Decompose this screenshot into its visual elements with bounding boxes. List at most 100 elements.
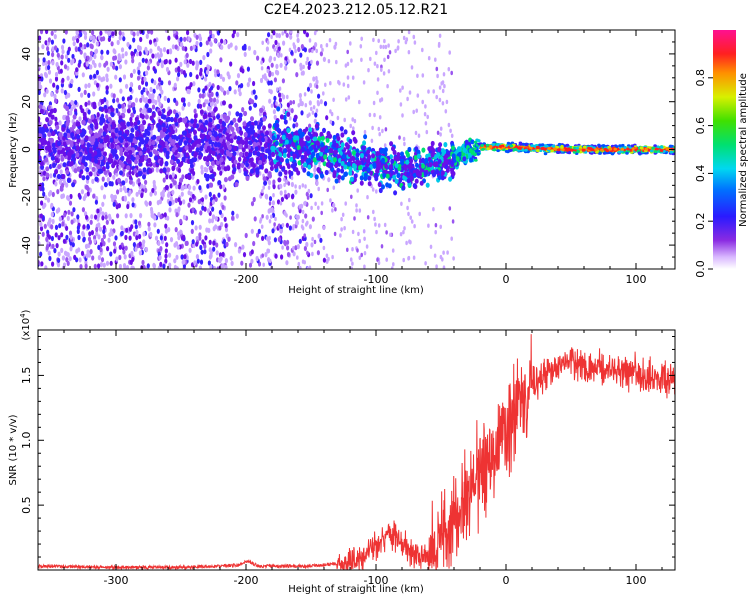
heatmap-cell [283,119,288,125]
heatmap-cell [105,60,109,66]
heatmap-cell [299,98,302,103]
heatmap-cell [85,166,90,173]
heatmap-cell [189,168,194,174]
heatmap-cell [311,251,314,257]
heatmap-cell [52,82,56,88]
heatmap-cell [98,226,103,232]
heatmap-cell [97,255,101,261]
heatmap-cell [95,69,99,76]
heatmap-cell [272,193,275,198]
heatmap-cell [669,144,673,148]
heatmap-cell [159,235,163,241]
heatmap-cell [163,235,167,241]
heatmap-cell [58,179,63,185]
heatmap-cell [239,151,243,157]
heatmap-cell [653,144,657,148]
heatmap-cell [582,148,586,152]
heatmap-cell [100,161,105,167]
heatmap-cell [154,53,158,59]
heatmap-cell [260,146,265,152]
heatmap-cell [227,74,231,80]
heatmap-cell [93,238,97,244]
heatmap-cell [297,261,301,267]
heatmap-cell [325,253,329,258]
heatmap-cell [226,140,230,146]
heatmap-cell [178,147,182,153]
heatmap-cell [70,99,74,106]
heatmap-cell [407,50,411,55]
heatmap-cell [183,36,187,42]
heatmap-cell [307,188,311,194]
heatmap-cell [259,107,264,113]
heatmap-cell [313,167,317,173]
heatmap-cell [243,110,248,117]
heatmap-cell [209,182,213,188]
heatmap-cell [84,83,88,89]
heatmap-cell [60,44,65,51]
heatmap-cell [260,66,264,71]
heatmap-cell [310,89,313,94]
heatmap-cell [198,232,202,238]
heatmap-cell [332,202,336,208]
heatmap-cell [378,132,382,137]
heatmap-cell [167,227,171,233]
heatmap-cell [204,194,208,200]
heatmap-cell [205,69,210,75]
heatmap-cell [375,229,378,235]
heatmap-cell [286,111,291,117]
heatmap-cell [656,145,660,149]
heatmap-cell [137,178,141,184]
heatmap-cell [216,114,220,120]
heatmap-cell [129,72,134,78]
heatmap-cell [118,30,122,36]
heatmap-cell [212,246,216,252]
heatmap-cell [109,83,113,89]
heatmap-cell [402,35,406,41]
heatmap-cell [238,112,243,118]
heatmap-cell [76,218,80,224]
heatmap-cell [423,112,427,117]
heatmap-cell [257,228,261,234]
heatmap-cell [83,89,87,95]
heatmap-cell [377,38,381,43]
heatmap-cell [213,97,217,103]
heatmap-cell [438,142,443,148]
heatmap-cell [292,42,296,47]
heatmap-cell [103,151,107,157]
heatmap-cell [68,200,73,206]
heatmap-cell [283,182,286,188]
heatmap-cell [269,80,273,86]
heatmap-cell [44,195,48,201]
heatmap-cell [105,219,109,225]
heatmap-cell [45,166,50,172]
heatmap-cell [267,248,271,254]
heatmap-cell [427,223,430,228]
heatmap-cell [173,30,177,34]
heatmap-cell [383,147,388,153]
heatmap-cell [112,64,116,70]
heatmap-cell [136,146,141,152]
heatmap-cell [190,220,195,226]
heatmap-cell [265,236,269,241]
heatmap-cell [118,64,122,70]
heatmap-cell [269,55,273,61]
heatmap-cell [221,76,226,82]
heatmap-cell [153,68,157,74]
heatmap-cell [363,251,367,256]
heatmap-cell [162,114,167,120]
heatmap-cell [448,50,452,55]
heatmap-cell [285,158,290,164]
heatmap-cell [218,209,222,215]
heatmap-cell [54,98,58,104]
heatmap-cell [118,56,122,62]
heatmap-cell [153,80,157,86]
heatmap-cell [139,139,144,145]
heatmap-cell [58,223,62,229]
heatmap-cell [323,101,328,107]
heatmap-cell [221,204,225,210]
heatmap-cell [77,86,81,92]
heatmap-cell [301,259,305,264]
heatmap-cell [68,230,73,236]
heatmap-cell [85,61,89,67]
heatmap-cell [124,245,128,251]
